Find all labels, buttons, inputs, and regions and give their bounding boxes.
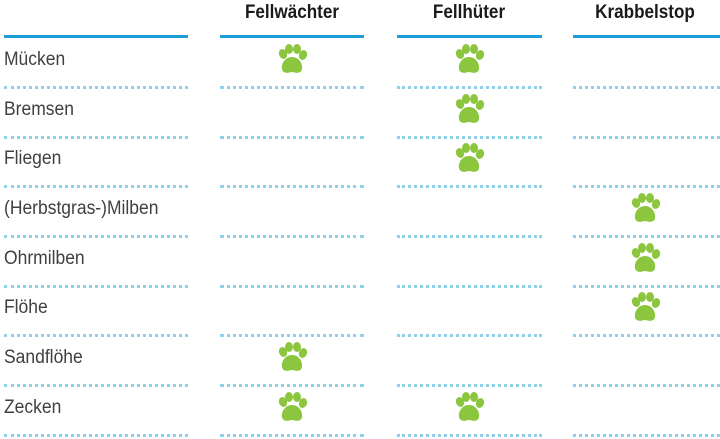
row-divider	[397, 185, 542, 188]
column-header-fellhueter: Fellhüter	[432, 2, 506, 23]
header-rule	[397, 35, 542, 38]
row-divider	[573, 434, 720, 437]
row-divider	[397, 285, 542, 288]
paw-icon	[452, 391, 486, 425]
row-divider	[397, 136, 542, 139]
row-divider	[573, 384, 720, 387]
row-divider	[573, 285, 720, 288]
row-divider	[4, 136, 188, 139]
paw-icon	[275, 341, 309, 375]
row-divider	[573, 185, 720, 188]
row-label: Sandflöhe	[4, 347, 83, 368]
row-label: Ohrmilben	[4, 248, 85, 269]
paw-icon	[452, 93, 486, 127]
row-label: Fliegen	[4, 148, 62, 169]
header-rule	[573, 35, 720, 38]
paw-icon	[628, 192, 662, 226]
column-header-krabbelstop: Krabbelstop	[595, 2, 695, 23]
header-rule	[220, 35, 364, 38]
paw-icon	[628, 291, 662, 325]
row-divider	[397, 235, 542, 238]
row-label: Zecken	[4, 397, 62, 418]
paw-icon	[628, 242, 662, 276]
row-divider	[573, 136, 720, 139]
row-divider	[573, 334, 720, 337]
paw-icon	[452, 43, 486, 77]
row-divider	[220, 235, 364, 238]
row-divider	[4, 86, 188, 89]
row-divider	[220, 185, 364, 188]
row-divider	[4, 334, 188, 337]
row-divider	[573, 235, 720, 238]
row-label: (Herbstgras-)Milben	[4, 198, 159, 219]
row-divider	[397, 384, 542, 387]
row-divider	[4, 235, 188, 238]
row-divider	[220, 285, 364, 288]
row-divider	[220, 86, 364, 89]
paw-icon	[275, 391, 309, 425]
row-divider	[397, 334, 542, 337]
row-divider	[4, 185, 188, 188]
row-label: Flöhe	[4, 297, 48, 318]
row-divider	[220, 384, 364, 387]
paw-icon	[452, 142, 486, 176]
column-header-fellwaechter: Fellwächter	[244, 2, 340, 23]
row-divider	[220, 434, 364, 437]
row-label: Mücken	[4, 49, 66, 70]
row-divider	[573, 86, 720, 89]
row-divider	[397, 434, 542, 437]
row-divider	[4, 384, 188, 387]
paw-icon	[275, 43, 309, 77]
header-rule	[4, 35, 188, 38]
row-divider	[397, 86, 542, 89]
row-divider	[220, 136, 364, 139]
row-divider	[4, 285, 188, 288]
row-divider	[220, 334, 364, 337]
row-label: Bremsen	[4, 99, 74, 120]
row-divider	[4, 434, 188, 437]
